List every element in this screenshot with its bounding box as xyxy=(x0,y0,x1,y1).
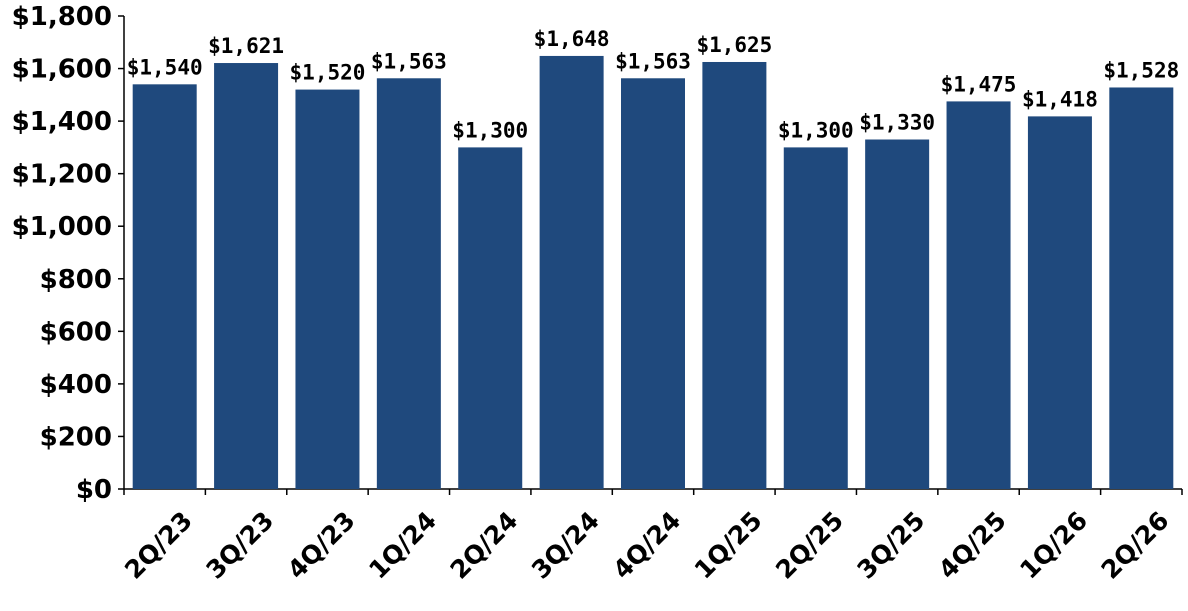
bar xyxy=(783,147,848,489)
bar xyxy=(214,63,279,489)
y-tick-label: $200 xyxy=(40,422,112,452)
y-tick-label: $0 xyxy=(76,475,112,505)
bar xyxy=(376,78,441,490)
y-tick-label: $1,200 xyxy=(12,160,112,190)
x-tick-label: 3Q/25 xyxy=(852,506,931,585)
y-tick-label: $800 xyxy=(40,265,112,295)
x-tick-label: 3Q/24 xyxy=(526,506,605,585)
data-label: $1,418 xyxy=(1022,87,1098,111)
x-tick-label: 2Q/24 xyxy=(445,506,524,585)
bars xyxy=(132,55,1174,490)
x-tick-label: 1Q/26 xyxy=(1014,506,1093,585)
x-tick-label: 4Q/23 xyxy=(282,506,361,585)
x-tick-label: 1Q/24 xyxy=(363,506,442,585)
x-tick-label: 2Q/26 xyxy=(1096,506,1175,585)
bar xyxy=(295,89,360,490)
x-tick-label: 2Q/25 xyxy=(770,506,849,585)
y-tick-label: $600 xyxy=(40,317,112,347)
data-label: $1,300 xyxy=(452,118,528,142)
x-tick-label: 2Q/23 xyxy=(119,506,198,585)
data-label: $1,625 xyxy=(696,33,772,57)
bar xyxy=(946,101,1011,490)
bar xyxy=(539,55,604,489)
data-label: $1,621 xyxy=(208,34,284,58)
data-label: $1,648 xyxy=(534,27,610,51)
data-label: $1,540 xyxy=(127,55,203,79)
x-tick-label: 4Q/25 xyxy=(933,506,1012,585)
data-labels: $1,540$1,621$1,520 $1,563$1,300$1,648$1,5… xyxy=(127,27,1179,142)
data-label: $1,475 xyxy=(941,72,1017,96)
x-tick-label: 1Q/25 xyxy=(689,506,768,585)
y-tick-label: $1,000 xyxy=(12,212,112,242)
data-label: $1,563 xyxy=(615,49,691,73)
data-label: $1,330 xyxy=(859,111,935,135)
bar xyxy=(1027,116,1092,490)
y-tick-label: $1,600 xyxy=(12,55,112,85)
bar xyxy=(458,147,523,489)
bar xyxy=(132,84,197,490)
y-tick-label: $1,400 xyxy=(12,107,112,137)
x-tick-label: 3Q/23 xyxy=(200,506,279,585)
data-label: $1,563 xyxy=(371,49,447,73)
data-label: $1,300 xyxy=(778,118,854,142)
data-label: $1,528 xyxy=(1103,58,1179,82)
x-axis: 2Q/23 3Q/23 4Q/23 1Q/24 2Q/24 3Q/24 4Q/24 1Q/25… xyxy=(119,488,1183,585)
data-label: $1,520 xyxy=(290,61,366,85)
y-tick-label: $400 xyxy=(40,370,112,400)
bar xyxy=(621,78,685,490)
y-tick-label: $1,800 xyxy=(12,2,112,32)
bar xyxy=(702,61,767,489)
x-tick-label: 4Q/24 xyxy=(607,506,686,585)
bar xyxy=(1109,87,1174,489)
bar xyxy=(865,139,930,489)
y-axis: $0 $200 $400 $600 $800 $1,000 $1,200 $1,400 $1,6… xyxy=(12,2,125,505)
